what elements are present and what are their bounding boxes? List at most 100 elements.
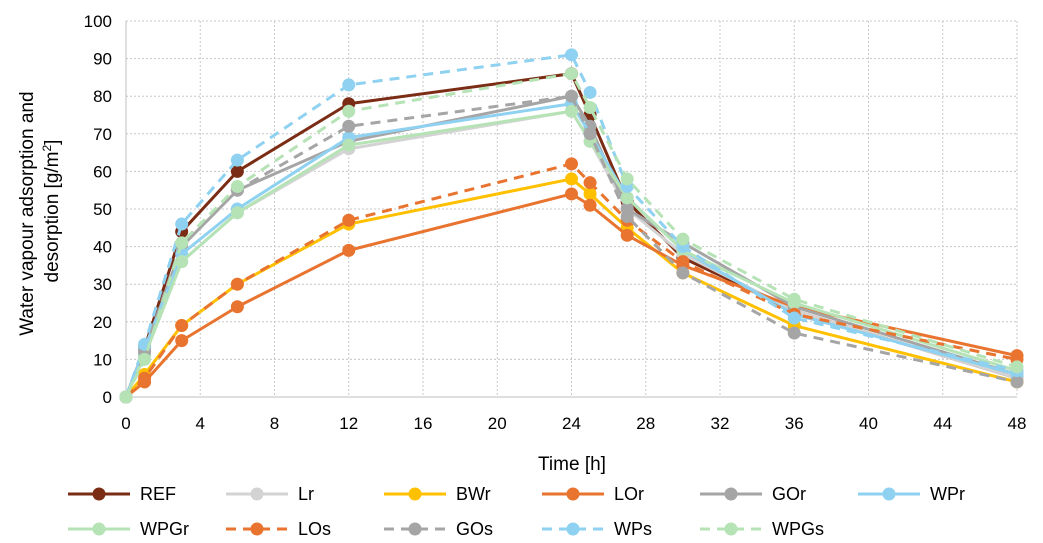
legend-marker-wpgr <box>92 522 106 536</box>
legend-label-wpgs: WPGs <box>772 519 824 539</box>
data-point-wpgs <box>175 236 189 250</box>
legend-item-gos: GOs <box>384 519 493 539</box>
y-tick-label: 10 <box>93 350 112 369</box>
y-axis-title-line2: desorption [g/m2] <box>40 140 63 283</box>
y-tick-label: 80 <box>93 87 112 106</box>
x-tick-label: 0 <box>121 414 130 433</box>
data-point-wpgs <box>676 232 690 246</box>
series-group <box>119 48 1024 404</box>
y-tick-label: 0 <box>103 388 112 407</box>
y-tick-label: 70 <box>93 125 112 144</box>
data-point-wps <box>787 311 801 325</box>
data-point-gos <box>620 210 634 224</box>
data-point-lor <box>620 228 634 242</box>
x-tick-label: 28 <box>636 414 655 433</box>
y-axis-title-line2-suffix: ] <box>42 140 63 145</box>
data-point-los <box>230 277 244 291</box>
data-point-gos <box>676 266 690 280</box>
data-point-wpgs <box>342 104 356 118</box>
data-point-wpgs <box>620 172 634 186</box>
data-point-los <box>175 319 189 333</box>
legend-label-gor: GOr <box>772 484 806 504</box>
legend-item-ref: REF <box>68 484 176 504</box>
data-point-wpgs <box>138 352 152 366</box>
y-axis-title-line2-prefix: desorption [g/m <box>42 152 63 283</box>
data-point-lor <box>583 198 597 212</box>
legend-item-los: LOs <box>226 519 331 539</box>
data-point-lor <box>342 243 356 257</box>
legend-label-lr: Lr <box>298 484 314 504</box>
data-point-ref <box>230 164 244 178</box>
legend-label-ref: REF <box>140 484 176 504</box>
y-axis-title-superscript: 2 <box>40 145 54 152</box>
legend-marker-gor <box>724 487 738 501</box>
data-point-wpgs <box>230 179 244 193</box>
data-point-gos <box>787 326 801 340</box>
legend-label-wps: WPs <box>614 519 652 539</box>
legend-marker-ref <box>92 487 106 501</box>
y-tick-label: 60 <box>93 162 112 181</box>
data-point-bwr <box>583 187 597 201</box>
data-point-gos <box>565 89 578 103</box>
legend-marker-wpr <box>882 487 896 501</box>
y-tick-label: 40 <box>93 238 112 257</box>
y-tick-label: 50 <box>93 200 112 219</box>
data-point-wpgs <box>565 67 578 81</box>
y-tick-label: 90 <box>93 50 112 69</box>
legend-item-lr: Lr <box>226 484 314 504</box>
data-point-gos <box>342 119 356 133</box>
y-axis-title: Water vapour adsorption and desorption [… <box>17 86 63 336</box>
legend-marker-lor <box>566 487 580 501</box>
data-point-wpgr <box>620 191 634 205</box>
data-point-los <box>676 255 690 269</box>
x-tick-label: 40 <box>859 414 878 433</box>
x-tick-label: 24 <box>562 414 581 433</box>
data-point-wps <box>175 217 189 231</box>
x-tick-labels: 0 4 8 12 16 20 24 28 32 36 40 44 48 <box>121 414 1026 433</box>
legend-item-lor: LOr <box>542 484 644 504</box>
data-point-wps <box>342 78 356 92</box>
series-bwr <box>119 172 1024 404</box>
x-tick-label: 4 <box>196 414 205 433</box>
legend: REF Lr BWr LOr GOr WPr WPGr LOs GOs WPs WPGs <box>68 484 965 539</box>
y-tick-label: 30 <box>93 275 112 294</box>
series-wpgs <box>119 67 1024 404</box>
data-point-los <box>565 157 578 171</box>
series-line-bwr <box>124 177 1018 398</box>
data-point-los <box>342 213 356 227</box>
data-point-wpgr <box>565 104 578 118</box>
legend-label-gos: GOs <box>456 519 493 539</box>
x-tick-label: 44 <box>933 414 952 433</box>
data-point-bwr <box>565 172 578 186</box>
legend-item-wps: WPs <box>542 519 652 539</box>
legend-marker-bwr <box>408 487 422 501</box>
x-tick-label: 36 <box>785 414 804 433</box>
data-point-los <box>583 176 597 190</box>
x-tick-label: 8 <box>270 414 279 433</box>
x-tick-label: 32 <box>711 414 730 433</box>
legend-marker-lr <box>250 487 264 501</box>
data-point-wpgs <box>119 390 133 404</box>
data-point-gos <box>583 127 597 141</box>
data-point-wpgr <box>230 206 244 220</box>
axes <box>125 21 1017 398</box>
y-tick-label: 100 <box>84 12 112 31</box>
legend-marker-gos <box>408 522 422 536</box>
legend-item-wpr: WPr <box>858 484 965 504</box>
legend-item-gor: GOr <box>700 484 806 504</box>
data-point-wpgs <box>583 100 597 114</box>
x-tick-label: 12 <box>339 414 358 433</box>
data-point-lor <box>565 187 578 201</box>
data-point-wpgr <box>175 255 189 269</box>
series-line-wps <box>124 53 1018 398</box>
legend-marker-wpgs <box>724 522 738 536</box>
data-point-wpgs <box>787 292 801 306</box>
legend-item-bwr: BWr <box>384 484 491 504</box>
legend-label-bwr: BWr <box>456 484 491 504</box>
legend-marker-wps <box>566 522 580 536</box>
data-point-lor <box>175 334 189 348</box>
legend-marker-los <box>250 522 264 536</box>
data-point-wps <box>583 85 597 99</box>
legend-label-wpgr: WPGr <box>140 519 189 539</box>
